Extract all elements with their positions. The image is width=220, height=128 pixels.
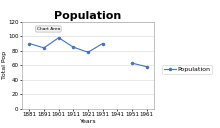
- Y-axis label: Total Pop: Total Pop: [2, 51, 7, 79]
- Legend: Population: Population: [162, 65, 212, 74]
- X-axis label: Years: Years: [80, 119, 96, 124]
- Title: Population: Population: [54, 11, 122, 21]
- Text: Chart Area: Chart Area: [37, 27, 60, 31]
